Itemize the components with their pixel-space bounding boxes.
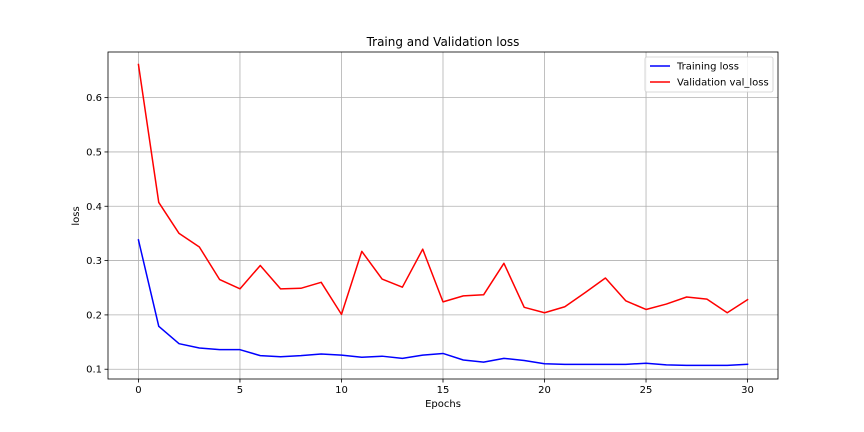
x-tick-label: 0: [135, 385, 141, 396]
x-tick-label: 5: [237, 385, 243, 396]
grid: [108, 52, 778, 379]
legend: Training loss Validation val_loss: [644, 56, 774, 93]
y-tick-label: 0.6: [86, 93, 102, 104]
y-tick-label: 0.3: [86, 256, 102, 267]
legend-box: [644, 56, 774, 93]
x-axis: 0 5 10 15 20 25 30: [135, 379, 754, 396]
y-tick-label: 0.2: [86, 310, 102, 321]
x-tick-label: 30: [741, 385, 754, 396]
x-tick-label: 25: [640, 385, 653, 396]
y-tick-label: 0.5: [86, 147, 102, 158]
series-line-validation-loss: [137, 63, 749, 316]
y-tick-label: 0.4: [86, 202, 102, 213]
legend-label: Validation val_loss: [677, 78, 769, 89]
series-lines: [137, 63, 749, 367]
y-tick-label: 0.1: [86, 365, 102, 376]
series-line-training-loss: [137, 239, 749, 367]
x-tick-label: 15: [437, 385, 450, 396]
x-tick-label: 20: [538, 385, 551, 396]
chart-title: Traing and Validation loss: [366, 35, 520, 49]
x-tick-label: 10: [335, 385, 348, 396]
legend-label: Training loss: [676, 62, 739, 73]
x-axis-label: Epochs: [425, 399, 461, 410]
y-axis-label: loss: [71, 206, 82, 225]
y-axis: 0.1 0.2 0.3 0.4 0.5 0.6: [86, 93, 108, 376]
